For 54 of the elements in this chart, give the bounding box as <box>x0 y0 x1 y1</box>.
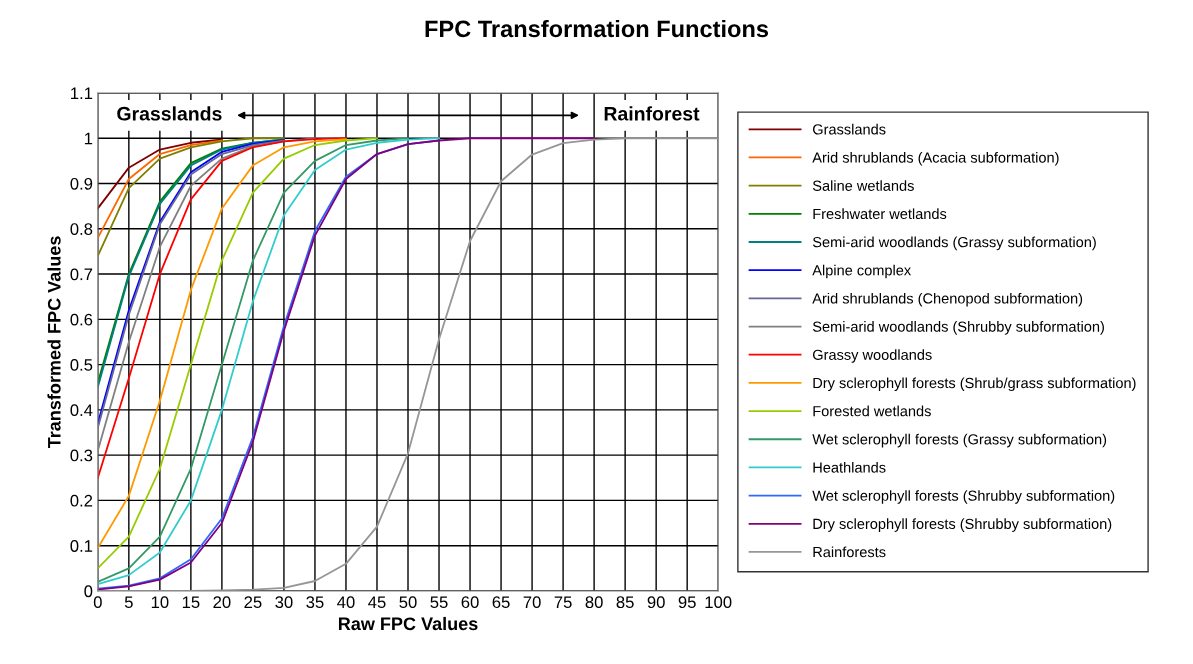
legend-label: Dry sclerophyll forests (Shrubby subformation) <box>813 518 1112 532</box>
x-tick-label: 30 <box>275 596 293 609</box>
y-tick-label: 0.3 <box>70 449 93 462</box>
legend-label: Wet sclerophyll forests (Grassy subformation) <box>812 433 1107 448</box>
legend-label: Wet sclerophyll forests (Shrubby subformation) <box>812 490 1115 504</box>
x-tick-label: 45 <box>368 596 386 609</box>
y-tick-label: 0 <box>84 585 93 598</box>
x-tick-label: 5 <box>124 596 133 609</box>
legend-label: Freshwater wetlands <box>813 208 947 220</box>
y-tick-label: 0.6 <box>70 313 93 326</box>
y-tick-label: 1.1 <box>71 87 93 99</box>
x-tick-label: 90 <box>647 596 665 609</box>
legend-label: Semi-arid woodlands (Grassy subformation) <box>812 236 1096 251</box>
annotation: Grasslands <box>117 106 222 121</box>
x-axis-title: Raw FPC Values <box>338 616 478 631</box>
x-tick-label: 10 <box>151 596 169 609</box>
x-tick-label: 65 <box>492 596 510 609</box>
legend-label: Semi-arid woodlands (Shrubby subformation) <box>812 321 1104 335</box>
y-axis-title: Transformed FPC Values <box>47 236 61 449</box>
x-tick-label: 55 <box>430 596 448 609</box>
x-tick-label: 35 <box>306 596 324 609</box>
x-tick-label: 70 <box>523 596 541 609</box>
x-tick-label: 40 <box>337 596 355 609</box>
legend-label: Heathlands <box>813 461 886 473</box>
legend-label: Alpine complex <box>812 264 911 279</box>
x-tick-label: 100 <box>705 596 732 609</box>
x-tick-label: 20 <box>213 596 231 609</box>
y-tick-label: 0.1 <box>70 540 93 552</box>
legend-label: Rainforests <box>813 546 886 558</box>
x-tick-label: 60 <box>461 596 479 609</box>
legend-label: Arid shrublands (Chenopod subformation) <box>812 292 1083 307</box>
legend-label: Grasslands <box>812 123 886 135</box>
y-tick-label: 0.4 <box>70 404 93 417</box>
x-tick-label: 75 <box>554 596 572 609</box>
x-tick-label: 80 <box>585 596 603 609</box>
y-tick-label: 0.2 <box>70 494 93 507</box>
legend-label: Grassy woodlands <box>812 349 932 363</box>
chart-title: FPC Transformation Functions <box>425 19 769 38</box>
annotation: Rainforest <box>604 106 700 121</box>
y-tick-label: 1 <box>84 132 93 145</box>
x-tick-label: 25 <box>244 596 262 609</box>
y-tick-label: 0.5 <box>70 359 93 371</box>
x-tick-label: 50 <box>399 596 417 609</box>
legend-label: Saline wetlands <box>812 180 914 191</box>
x-tick-label: 15 <box>182 596 200 609</box>
x-tick-label: 0 <box>93 596 102 609</box>
y-tick-label: 0.8 <box>70 223 93 235</box>
x-tick-label: 95 <box>678 596 696 609</box>
legend-label: Dry sclerophyll forests (Shrub/grass subformation) <box>813 377 1136 392</box>
legend-label: Arid shrublands (Acacia subformation) <box>812 152 1059 166</box>
x-tick-label: 85 <box>616 596 634 609</box>
y-tick-label: 0.7 <box>70 268 93 281</box>
legend-label: Forested wetlands <box>813 405 931 417</box>
y-tick-label: 0.9 <box>70 177 93 190</box>
